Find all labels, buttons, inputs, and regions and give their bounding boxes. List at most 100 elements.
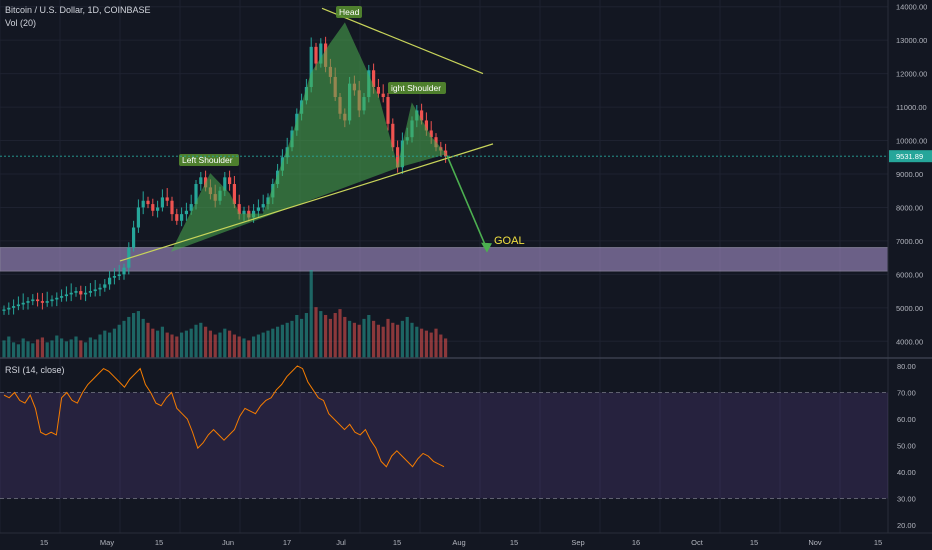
rsi-tick-label: 50.00 [897, 442, 916, 451]
candle-body [36, 299, 40, 302]
volume-bar [122, 320, 126, 358]
volume-bar [271, 328, 275, 358]
candle-body [228, 177, 232, 185]
target-arrow [446, 155, 488, 250]
head-label-bg [336, 6, 362, 18]
volume-bar [26, 341, 30, 358]
volume-bar [256, 334, 260, 358]
rsi-tick-label: 30.00 [897, 495, 916, 504]
time-tick-label: 15 [393, 538, 401, 547]
candle-body [194, 184, 198, 205]
candle-body [396, 147, 400, 168]
candle-body [103, 284, 107, 288]
volume-bar [45, 342, 49, 358]
volume-bar [285, 322, 289, 358]
volume-indicator-label[interactable]: Vol (20) [5, 18, 37, 28]
candle-body [141, 200, 145, 208]
volume-bar [252, 336, 256, 358]
volume-bar [141, 318, 145, 358]
candle-body [69, 292, 73, 295]
candle-body [376, 86, 380, 94]
price-tick-label: 11000.00 [896, 103, 927, 112]
time-tick-label: Jul [336, 538, 346, 547]
candle-body [204, 177, 208, 188]
candle-body [184, 210, 188, 215]
volume-bar [165, 332, 169, 358]
volume-bar [50, 340, 54, 358]
volume-bar [170, 334, 174, 358]
rsi-band [0, 392, 888, 499]
price-tick-label: 5000.00 [896, 304, 923, 313]
candle-body [175, 214, 179, 221]
volume-bar [266, 330, 270, 358]
candle-body [132, 227, 136, 248]
volume-bar [103, 330, 107, 358]
volume-bar [247, 340, 251, 358]
volume-bar [204, 326, 208, 358]
candle-body [256, 207, 260, 211]
candle-body [391, 123, 395, 148]
price-tick-label: 7000.00 [896, 237, 923, 246]
volume-bar [362, 318, 366, 358]
volume-bar [261, 332, 265, 358]
volume-bar [213, 334, 217, 358]
volume-bar [55, 335, 59, 358]
candle-body [55, 297, 59, 300]
right-shoulder-label: ight Shoulder [391, 83, 441, 93]
rsi-indicator-label[interactable]: RSI (14, close) [5, 365, 65, 375]
candle-body [420, 110, 424, 121]
candle-body [60, 296, 64, 298]
symbol-title[interactable]: Bitcoin / U.S. Dollar, 1D, COINBASE [5, 5, 151, 15]
volume-bar [319, 311, 323, 358]
rsi-tick-label: 60.00 [897, 415, 916, 424]
volume-bar [415, 326, 419, 358]
candle-body [40, 301, 44, 303]
current-price-badge [889, 150, 932, 163]
candle-body [170, 200, 174, 215]
time-tick-label: 17 [283, 538, 291, 547]
volume-bar [400, 320, 404, 358]
candle-body [165, 197, 169, 201]
candle-body [31, 299, 35, 302]
volume-bar [276, 326, 280, 358]
price-tick-label: 6000.00 [896, 270, 923, 279]
price-axis-bg [888, 0, 932, 533]
volume-bar [300, 318, 304, 358]
volume-bar [295, 314, 299, 358]
candle-body [261, 204, 265, 208]
candle-body [93, 289, 97, 292]
volume-bar [108, 332, 112, 358]
volume-bar [136, 311, 140, 358]
volume-bar [112, 328, 116, 358]
price-tick-label: 9000.00 [896, 170, 923, 179]
volume-bar [420, 328, 424, 358]
volume-bar [444, 338, 448, 358]
candle-body [112, 276, 116, 278]
price-tick-label: 4000.00 [896, 337, 923, 346]
volume-bar [429, 332, 433, 358]
volume-bar [21, 338, 25, 358]
candle-body [199, 177, 203, 185]
time-tick-label: May [100, 538, 114, 547]
candle-body [381, 93, 385, 98]
candle-body [50, 299, 54, 302]
price-tick-label: 8000.00 [896, 203, 923, 212]
candle-body [237, 204, 241, 215]
volume-bar [324, 314, 328, 358]
candle-body [88, 291, 92, 293]
volume-bar [328, 318, 332, 358]
volume-bar [405, 316, 409, 358]
volume-bar [31, 343, 35, 358]
volume-bar [372, 320, 376, 358]
candle-body [122, 267, 126, 275]
volume-bar [199, 322, 203, 358]
time-tick-label: 16 [632, 538, 640, 547]
candle-body [98, 287, 102, 290]
rsi-tick-label: 20.00 [897, 521, 916, 530]
volume-bar [290, 320, 294, 358]
volume-bar [396, 324, 400, 358]
target-arrow-head [481, 242, 492, 253]
volume-bar [410, 322, 414, 358]
